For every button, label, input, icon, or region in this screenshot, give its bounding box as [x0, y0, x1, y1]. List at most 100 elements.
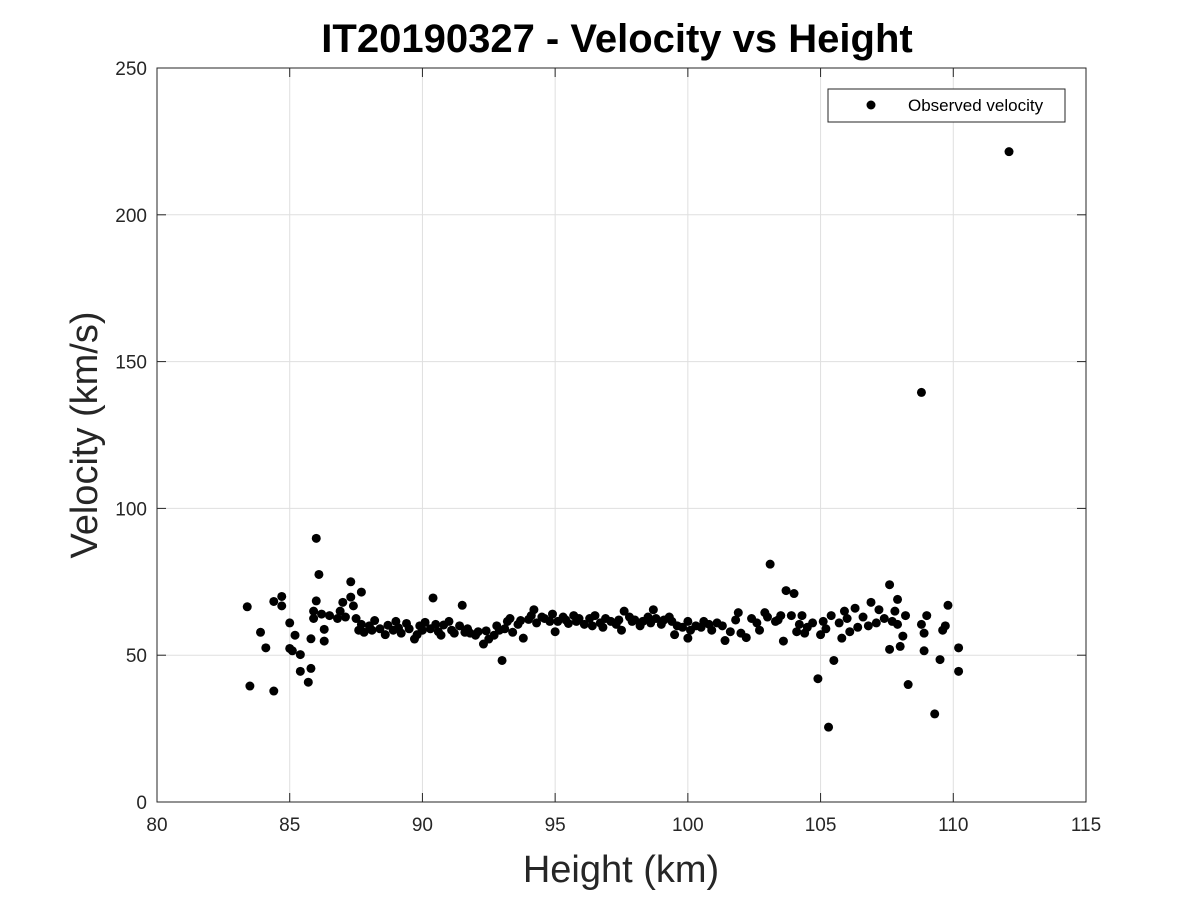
data-point: [725, 627, 735, 637]
data-point: [678, 622, 688, 632]
data-point: [821, 624, 831, 634]
plot-area: [157, 68, 1086, 802]
data-point: [837, 633, 847, 643]
data-point: [879, 614, 889, 623]
data-point: [428, 593, 438, 603]
data-point: [940, 621, 950, 631]
data-point: [619, 606, 629, 616]
data-point: [311, 596, 321, 606]
y-tick-label: 50: [126, 646, 147, 667]
data-point: [346, 592, 356, 602]
data-point: [295, 666, 305, 676]
data-point: [457, 600, 467, 610]
data-point: [444, 616, 454, 626]
data-point: [895, 641, 905, 651]
data-point: [338, 597, 348, 607]
data-point: [314, 569, 324, 579]
data-point: [256, 627, 266, 637]
data-point: [919, 646, 929, 656]
x-axis-label: Height (km): [523, 849, 719, 891]
data-point: [579, 619, 589, 629]
data-point: [319, 636, 329, 646]
data-point: [651, 614, 661, 623]
y-tick-label: 250: [115, 59, 147, 80]
data-point: [317, 609, 327, 619]
data-point: [670, 630, 680, 640]
data-point: [319, 624, 329, 634]
y-tick-label: 200: [115, 206, 147, 227]
axis-ticks: [156, 67, 1087, 803]
data-point: [617, 625, 626, 635]
x-tick-label: 90: [412, 815, 433, 836]
data-point: [885, 644, 895, 654]
data-point: [455, 621, 465, 631]
x-tick-label: 80: [146, 815, 167, 836]
data-point: [792, 627, 802, 637]
data-point: [871, 618, 881, 628]
data-point: [473, 627, 483, 637]
data-point: [824, 722, 834, 732]
x-tick-label: 105: [805, 815, 837, 836]
data-point: [863, 621, 873, 631]
data-point: [285, 618, 295, 628]
data-point: [853, 622, 863, 632]
chart-title: IT20190327 - Velocity vs Height: [321, 17, 912, 61]
y-tick-label: 100: [115, 499, 147, 520]
data-point: [598, 622, 608, 632]
data-point: [287, 646, 297, 656]
data-point: [829, 655, 839, 665]
data-point: [351, 614, 361, 623]
data-point: [866, 597, 876, 607]
x-tick-labels: 80 85 90 95 100 105 110 115: [146, 815, 1101, 836]
data-point: [277, 591, 287, 601]
data-point: [786, 611, 796, 621]
data-point: [277, 601, 287, 611]
data-point: [816, 630, 826, 640]
data-point: [303, 677, 313, 687]
data-point: [916, 387, 926, 397]
data-point: [367, 625, 377, 635]
data-point: [346, 577, 356, 587]
data-point: [261, 643, 271, 653]
data-point: [922, 611, 932, 621]
data-point: [720, 636, 730, 646]
data-point: [306, 663, 316, 673]
data-point: [311, 533, 321, 543]
data-point: [762, 612, 772, 622]
data-point: [683, 633, 693, 643]
data-point: [614, 615, 624, 625]
data-point: [404, 624, 414, 634]
data-point: [890, 606, 900, 616]
data-point: [587, 621, 597, 631]
data-point: [943, 600, 953, 610]
data-point: [375, 624, 385, 634]
data-point: [545, 616, 555, 626]
data-point: [325, 611, 335, 621]
x-tick-label: 110: [938, 815, 968, 836]
data-point: [839, 606, 849, 616]
data-point: [797, 611, 807, 621]
y-tick-label: 0: [136, 793, 147, 814]
data-point: [935, 655, 945, 665]
data-point: [818, 616, 828, 626]
data-point: [529, 605, 539, 615]
data-point: [733, 608, 743, 618]
data-point: [781, 586, 791, 596]
data-point: [500, 624, 510, 634]
data-point: [752, 618, 762, 628]
y-tick-label: 150: [115, 353, 147, 374]
data-point: [396, 628, 406, 638]
data-point: [380, 630, 390, 640]
data-point: [295, 650, 305, 660]
data-points: [242, 147, 1014, 732]
data-point: [449, 628, 459, 638]
legend-marker: [866, 100, 876, 110]
data-point: [306, 634, 316, 644]
data-point: [245, 681, 255, 691]
data-point: [813, 674, 823, 684]
data-point: [808, 618, 818, 628]
data-point: [532, 618, 542, 628]
y-axis-label: Velocity (km/s): [64, 311, 106, 558]
data-point: [309, 614, 319, 623]
y-tick-labels: 0 50 100 150 200 250: [115, 59, 147, 814]
